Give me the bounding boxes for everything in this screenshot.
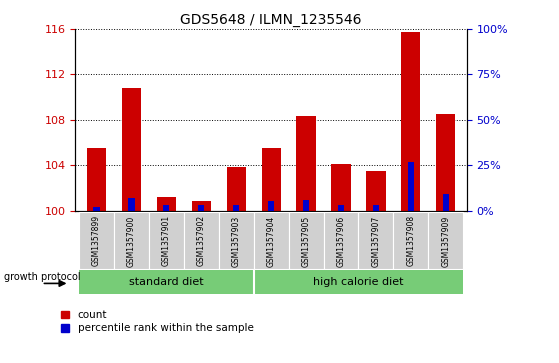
Bar	[408, 162, 414, 211]
Text: high calorie diet: high calorie diet	[313, 277, 404, 287]
FancyBboxPatch shape	[324, 212, 358, 269]
Bar	[303, 200, 309, 211]
FancyBboxPatch shape	[219, 212, 254, 269]
Bar	[373, 205, 379, 211]
FancyBboxPatch shape	[114, 212, 149, 269]
FancyBboxPatch shape	[394, 212, 428, 269]
Text: GSM1357907: GSM1357907	[371, 215, 381, 266]
Bar	[268, 201, 274, 211]
Text: standard diet: standard diet	[129, 277, 203, 287]
FancyBboxPatch shape	[254, 270, 463, 294]
FancyBboxPatch shape	[184, 212, 219, 269]
Bar	[198, 205, 205, 211]
FancyBboxPatch shape	[288, 212, 324, 269]
Text: GSM1357900: GSM1357900	[127, 215, 136, 266]
Bar	[157, 197, 176, 211]
Text: GSM1357906: GSM1357906	[337, 215, 345, 266]
Bar	[443, 194, 449, 211]
FancyBboxPatch shape	[79, 212, 114, 269]
Bar	[366, 171, 386, 211]
Text: GSM1357909: GSM1357909	[441, 215, 451, 266]
FancyBboxPatch shape	[79, 270, 254, 294]
Legend: count, percentile rank within the sample: count, percentile rank within the sample	[61, 310, 254, 333]
Bar	[226, 167, 246, 211]
Text: GSM1357901: GSM1357901	[162, 215, 171, 266]
Bar	[338, 205, 344, 211]
Bar	[331, 164, 350, 211]
Text: GSM1357905: GSM1357905	[301, 215, 311, 266]
FancyBboxPatch shape	[254, 212, 288, 269]
Bar	[192, 201, 211, 211]
Bar	[436, 114, 456, 211]
Bar	[262, 148, 281, 211]
Text: GSM1357902: GSM1357902	[197, 215, 206, 266]
Bar	[93, 207, 100, 211]
Bar	[128, 198, 135, 211]
Text: GSM1357904: GSM1357904	[267, 215, 276, 266]
Text: GSM1357908: GSM1357908	[406, 215, 415, 266]
Bar	[233, 205, 239, 211]
Bar	[122, 88, 141, 211]
Bar	[87, 148, 106, 211]
Bar	[163, 205, 169, 211]
Text: GSM1357899: GSM1357899	[92, 215, 101, 266]
FancyBboxPatch shape	[149, 212, 184, 269]
Text: growth protocol: growth protocol	[4, 272, 80, 282]
Bar	[296, 117, 316, 211]
Title: GDS5648 / ILMN_1235546: GDS5648 / ILMN_1235546	[181, 13, 362, 26]
Bar	[401, 32, 420, 211]
FancyBboxPatch shape	[358, 212, 394, 269]
FancyBboxPatch shape	[428, 212, 463, 269]
Text: GSM1357903: GSM1357903	[231, 215, 241, 266]
